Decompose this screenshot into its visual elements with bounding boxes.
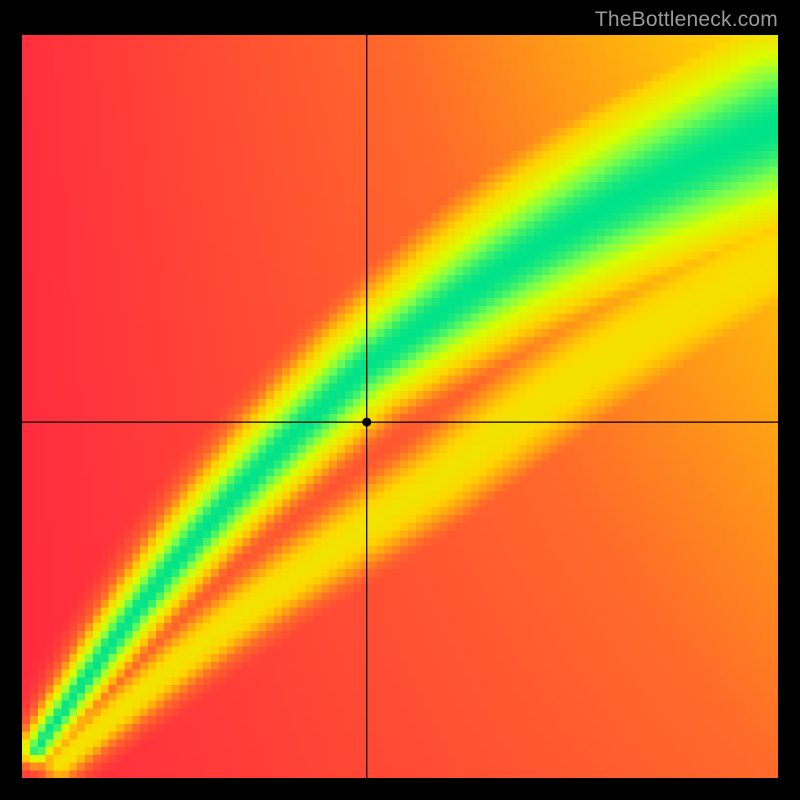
heatmap-canvas xyxy=(22,35,778,778)
chart-frame: TheBottleneck.com xyxy=(0,0,800,800)
watermark-text: TheBottleneck.com xyxy=(595,8,778,32)
